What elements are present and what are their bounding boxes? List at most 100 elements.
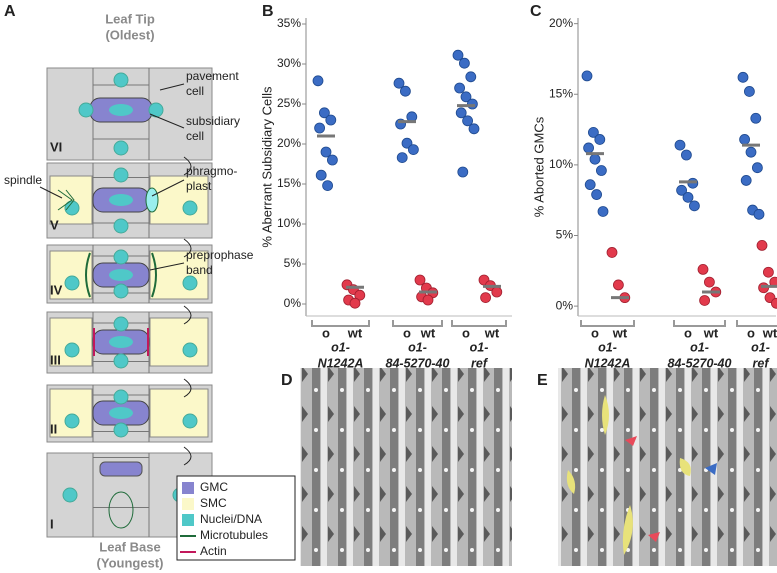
nucleus <box>109 336 133 348</box>
group-bracket <box>580 320 635 327</box>
x-tick-label: o <box>684 325 692 340</box>
data-point <box>393 77 405 89</box>
nucleus <box>113 140 129 156</box>
x-tick-label: wt <box>703 325 719 340</box>
data-point <box>465 71 477 83</box>
group-label: 84-5270-40 <box>668 356 732 370</box>
callout: subsidiary <box>186 114 240 128</box>
panel-label: B <box>262 3 274 20</box>
smc <box>149 388 209 438</box>
group-bracket <box>673 320 726 327</box>
group-label: N1242A <box>318 356 364 370</box>
nucleus <box>109 194 133 206</box>
nucleus <box>113 72 129 88</box>
callout: preprophase <box>186 248 254 262</box>
ppb <box>85 252 91 298</box>
data-point <box>699 295 710 306</box>
x-tick-label: o <box>322 325 330 340</box>
stage-arrow <box>183 156 192 176</box>
data-point <box>407 144 419 156</box>
stage-arrow <box>183 446 192 466</box>
legend: GMC SMC Nuclei/DNA Microtubules Actin <box>180 480 268 558</box>
nucleus <box>113 283 129 299</box>
legend-label: SMC <box>200 496 227 510</box>
data-point <box>326 154 338 166</box>
micrograph-e-markers <box>566 395 717 555</box>
panel-label: E <box>537 372 548 389</box>
group-label: o1- <box>408 340 427 354</box>
data-point <box>689 200 700 212</box>
data-point <box>401 137 413 149</box>
data-point <box>752 162 763 174</box>
data-point <box>737 71 749 83</box>
data-point <box>756 239 768 251</box>
data-point <box>460 91 472 103</box>
panel-label: A <box>4 3 16 20</box>
data-point <box>455 107 467 119</box>
panel-label: C <box>530 3 542 20</box>
nucleus <box>64 275 80 291</box>
legend-box <box>176 475 296 561</box>
group-bracket <box>392 320 443 327</box>
group-label: ref <box>471 356 489 370</box>
data-point <box>596 165 607 176</box>
nucleus <box>64 413 80 429</box>
data-point <box>480 292 492 304</box>
nucleus <box>182 275 198 291</box>
data-point <box>320 146 332 158</box>
stage-arrow <box>183 378 192 398</box>
group-label: 84-5270-40 <box>386 356 450 370</box>
nucleus <box>182 342 198 358</box>
data-point <box>322 180 334 192</box>
data-point <box>606 247 618 258</box>
data-point <box>354 289 366 301</box>
legend-label: Microtubules <box>200 528 268 542</box>
stage-label: IV <box>50 282 63 297</box>
data-point <box>681 149 692 161</box>
stage-label: III <box>50 352 61 367</box>
y-axis-label: % Aberrant Subsidiary Cells <box>259 86 274 248</box>
nucleus <box>78 102 94 118</box>
data-point <box>682 191 694 203</box>
data-point <box>613 279 624 291</box>
callout: phragmo- <box>186 164 237 178</box>
callout: plast <box>186 179 212 193</box>
nucleus <box>113 316 129 332</box>
group-label: o1- <box>331 340 350 354</box>
data-point <box>462 115 474 127</box>
stage-label: I <box>50 516 54 531</box>
callout: cell <box>186 129 204 143</box>
micrograph-d <box>300 368 512 566</box>
nucleus <box>109 407 133 419</box>
stage-label: VI <box>50 139 62 154</box>
top-label: Leaf Tip <box>105 11 155 26</box>
data-point <box>399 85 411 97</box>
data-point <box>457 166 469 178</box>
nucleus <box>109 104 133 116</box>
ppb <box>151 252 157 298</box>
y-tick-label: 0% <box>556 298 574 312</box>
data-point <box>763 266 774 278</box>
data-point <box>704 276 715 288</box>
panel-label: D <box>281 372 293 389</box>
data-point <box>674 139 686 151</box>
callout-lines <box>39 83 185 271</box>
nucleus <box>182 413 198 429</box>
y-tick-label: 0% <box>284 296 302 310</box>
data-point <box>318 107 330 119</box>
legend-swatch <box>182 514 194 526</box>
nucleus <box>113 218 129 234</box>
data-point <box>396 152 408 164</box>
data-point <box>452 49 464 61</box>
nucleus <box>113 353 129 369</box>
data-point <box>581 70 593 82</box>
data-point <box>771 297 777 309</box>
stage-label: V <box>50 217 59 232</box>
data-point <box>753 208 765 220</box>
group-label: ref <box>753 356 771 370</box>
data-point <box>458 57 470 69</box>
legend-label: GMC <box>200 480 228 494</box>
y-tick-label: 15% <box>277 176 301 190</box>
smc <box>149 250 209 300</box>
y-axis-label: % Aborted GMCs <box>531 116 546 217</box>
